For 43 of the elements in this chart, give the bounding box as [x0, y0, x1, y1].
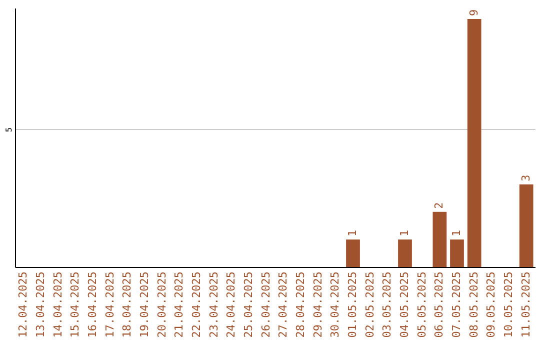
x-tick-label: 24.04.2025	[224, 272, 238, 338]
x-tick-label: 20.04.2025	[155, 272, 168, 338]
x-tick-label: 16.04.2025	[86, 272, 99, 338]
data-label: 9	[467, 9, 480, 16]
x-tick-label: 03.05.2025	[380, 272, 394, 338]
x-tick-label: 14.04.2025	[51, 272, 64, 338]
x-tick-label: 18.04.2025	[120, 272, 134, 338]
x-tick-label: 26.04.2025	[259, 272, 272, 338]
data-label: 2	[432, 202, 446, 209]
y-tick-label: 5	[4, 127, 14, 132]
x-tick-label: 09.05.2025	[484, 272, 498, 338]
x-tick-label: 12.04.2025	[16, 272, 30, 338]
x-tick-label: 13.04.2025	[34, 272, 47, 338]
x-tick-label: 17.04.2025	[103, 272, 116, 338]
x-tick-label: 08.05.2025	[467, 272, 480, 338]
x-tick-label: 27.04.2025	[276, 272, 290, 338]
x-tick-label: 06.05.2025	[432, 272, 446, 338]
x-tick-label: 21.04.2025	[172, 272, 186, 338]
x-tick-label: 15.04.2025	[68, 272, 82, 338]
x-tick-label: 22.04.2025	[190, 272, 203, 338]
x-tick-label: 04.05.2025	[398, 272, 411, 338]
x-tick-label: 02.05.2025	[363, 272, 376, 338]
data-label: 1	[398, 230, 411, 236]
x-tick-label: 25.04.2025	[242, 272, 255, 338]
x-tick-label: 10.05.2025	[502, 272, 515, 338]
x-tick-label: 29.04.2025	[311, 272, 324, 338]
x-tick-label: 11.05.2025	[519, 272, 532, 338]
x-tick-label: 19.04.2025	[138, 272, 151, 338]
bar	[467, 19, 482, 267]
x-tick-label: 28.04.2025	[294, 272, 307, 338]
bar	[432, 212, 447, 267]
x-tick-label: 23.04.2025	[207, 272, 220, 338]
x-tick-label: 05.05.2025	[415, 272, 428, 338]
bar	[450, 239, 464, 267]
x-tick-label: 07.05.2025	[450, 272, 463, 338]
x-tick-label: 01.05.2025	[346, 272, 359, 338]
x-tick-label: 30.04.2025	[328, 272, 342, 338]
data-label: 1	[346, 230, 359, 236]
data-label: 3	[519, 174, 532, 182]
bar	[398, 239, 412, 267]
bar	[346, 239, 360, 267]
data-label: 1	[450, 230, 463, 236]
bar	[519, 184, 534, 267]
